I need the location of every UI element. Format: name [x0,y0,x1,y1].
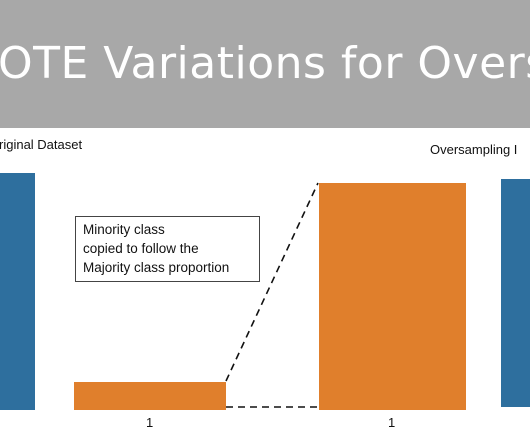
annotation-line-2: copied to follow the [83,241,199,256]
title-banner: OTE Variations for Oversam [0,0,530,128]
connector-top-dashed [225,182,319,382]
original-minority-bar [74,382,226,410]
oversampling-label: Oversampling I [430,142,518,157]
oversampled-majority-bar [501,179,530,407]
annotation-box: Minority class copied to follow the Majo… [75,216,260,282]
oversampled-x-tick: 1 [388,415,396,430]
oversampled-minority-bar [319,183,466,410]
annotation-line-1: Minority class [83,222,165,237]
slide-title: OTE Variations for Oversam [0,38,530,89]
original-majority-bar [0,173,35,410]
original-dataset-label: riginal Dataset [0,137,83,152]
original-x-tick: 1 [146,415,154,430]
annotation-line-3: Majority class proportion [83,260,230,275]
